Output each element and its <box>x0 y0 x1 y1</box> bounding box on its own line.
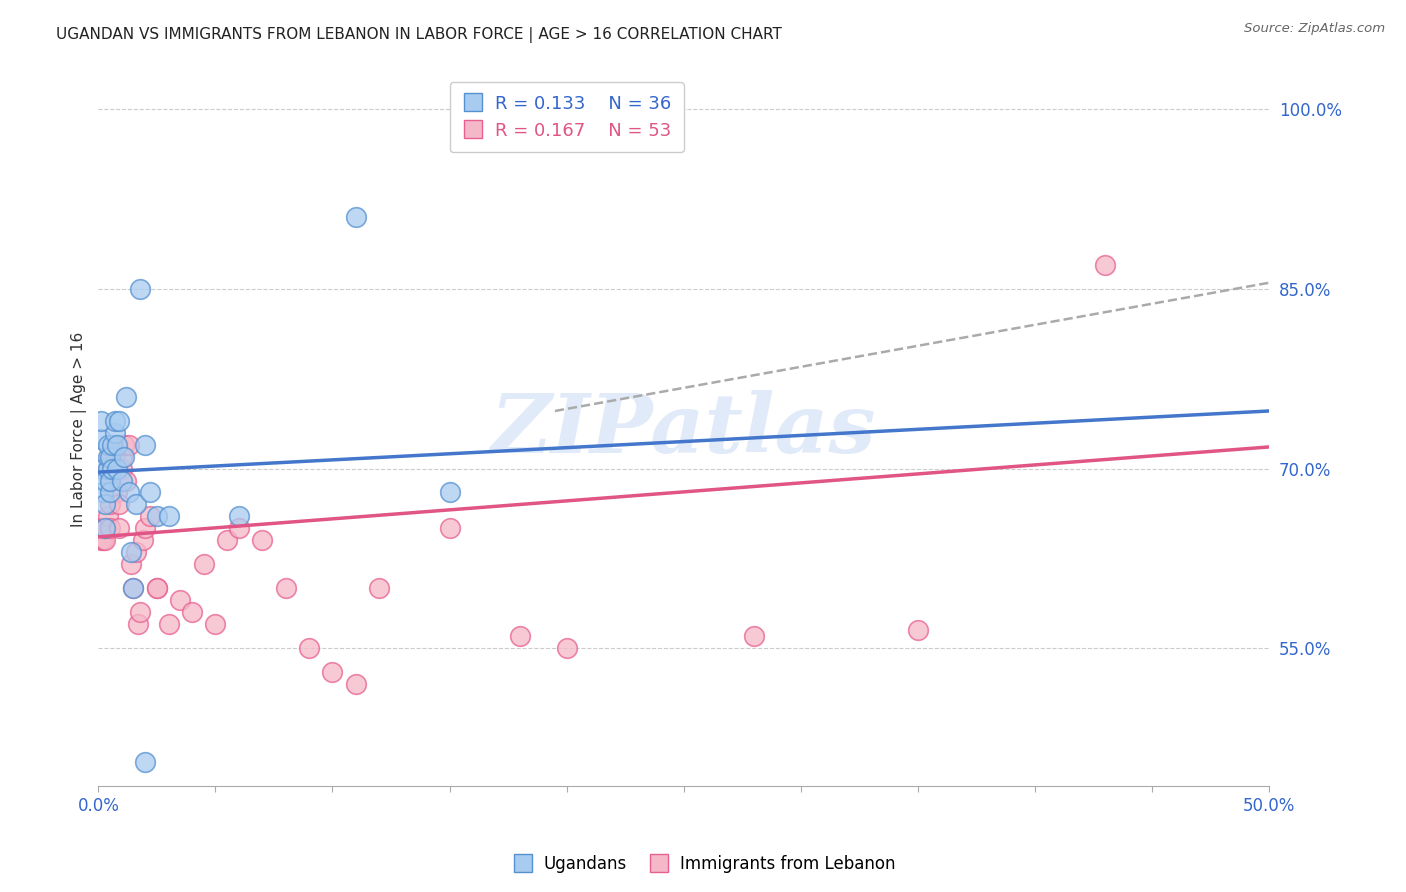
Point <box>146 582 169 596</box>
Point <box>139 485 162 500</box>
Text: Source: ZipAtlas.com: Source: ZipAtlas.com <box>1244 22 1385 36</box>
Point <box>104 437 127 451</box>
Point <box>146 509 169 524</box>
Point <box>125 498 148 512</box>
Point <box>344 210 367 224</box>
Point <box>97 461 120 475</box>
Point <box>228 521 250 535</box>
Point <box>97 437 120 451</box>
Point <box>193 558 215 572</box>
Point <box>907 624 929 638</box>
Point <box>94 498 117 512</box>
Point <box>91 461 114 475</box>
Point <box>108 521 131 535</box>
Point <box>344 677 367 691</box>
Point <box>120 545 142 559</box>
Point <box>169 593 191 607</box>
Point <box>298 641 321 656</box>
Point <box>91 485 114 500</box>
Point <box>122 582 145 596</box>
Point <box>157 509 180 524</box>
Point <box>157 617 180 632</box>
Legend: Ugandans, Immigrants from Lebanon: Ugandans, Immigrants from Lebanon <box>503 848 903 880</box>
Point <box>104 425 127 440</box>
Point <box>101 437 124 451</box>
Point <box>94 521 117 535</box>
Point <box>742 629 765 643</box>
Point <box>118 485 141 500</box>
Point <box>98 474 121 488</box>
Point <box>112 437 135 451</box>
Point <box>111 461 134 475</box>
Point <box>120 558 142 572</box>
Point <box>90 533 112 548</box>
Point <box>97 461 120 475</box>
Point <box>111 474 134 488</box>
Point <box>94 521 117 535</box>
Point <box>274 582 297 596</box>
Point <box>509 629 531 643</box>
Point <box>252 533 274 548</box>
Point <box>108 498 131 512</box>
Point <box>146 582 169 596</box>
Point <box>101 461 124 475</box>
Point <box>129 605 152 619</box>
Point <box>91 521 114 535</box>
Point <box>105 461 128 475</box>
Point <box>94 474 117 488</box>
Point <box>125 545 148 559</box>
Point <box>98 474 121 488</box>
Point <box>105 437 128 451</box>
Point <box>97 509 120 524</box>
Point <box>439 485 461 500</box>
Point <box>104 450 127 464</box>
Point <box>129 282 152 296</box>
Point <box>228 509 250 524</box>
Point <box>98 498 121 512</box>
Legend: R = 0.133    N = 36, R = 0.167    N = 53: R = 0.133 N = 36, R = 0.167 N = 53 <box>450 82 683 153</box>
Point <box>132 533 155 548</box>
Point <box>90 413 112 427</box>
Point <box>181 605 204 619</box>
Point <box>118 437 141 451</box>
Point <box>98 485 121 500</box>
Text: UGANDAN VS IMMIGRANTS FROM LEBANON IN LABOR FORCE | AGE > 16 CORRELATION CHART: UGANDAN VS IMMIGRANTS FROM LEBANON IN LA… <box>56 27 782 43</box>
Point <box>90 432 112 446</box>
Point <box>98 450 121 464</box>
Point <box>101 450 124 464</box>
Point <box>94 533 117 548</box>
Point <box>368 582 391 596</box>
Y-axis label: In Labor Force | Age > 16: In Labor Force | Age > 16 <box>72 332 87 527</box>
Point <box>139 509 162 524</box>
Point <box>321 665 343 680</box>
Point <box>105 485 128 500</box>
Point <box>127 617 149 632</box>
Point <box>115 390 138 404</box>
Point <box>217 533 239 548</box>
Point <box>111 450 134 464</box>
Text: ZIPatlas: ZIPatlas <box>491 390 876 469</box>
Point <box>101 461 124 475</box>
Point <box>134 755 156 769</box>
Point <box>108 413 131 427</box>
Point <box>555 641 578 656</box>
Point <box>112 450 135 464</box>
Point <box>439 521 461 535</box>
Point <box>91 533 114 548</box>
Point <box>98 521 121 535</box>
Point <box>105 461 128 475</box>
Point <box>90 521 112 535</box>
Point <box>115 474 138 488</box>
Point <box>204 617 226 632</box>
Point <box>134 521 156 535</box>
Point <box>134 437 156 451</box>
Point <box>122 582 145 596</box>
Point <box>104 413 127 427</box>
Point <box>97 450 120 464</box>
Point <box>1094 258 1116 272</box>
